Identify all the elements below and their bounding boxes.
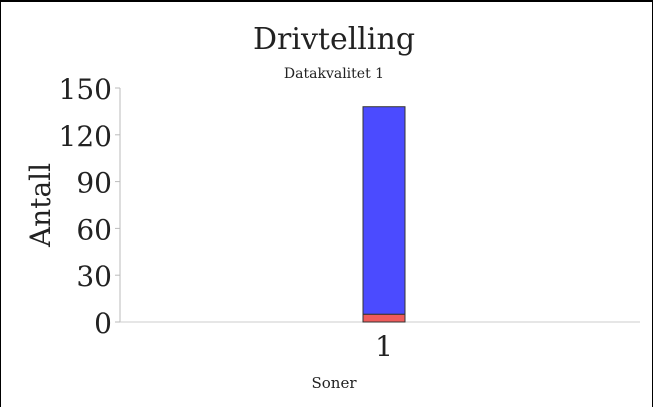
y-tick-label: 90 [76, 167, 112, 200]
x-axis: 1 [120, 321, 640, 363]
bar-segment-1 [362, 313, 406, 323]
y-tick-label: 0 [94, 307, 112, 340]
y-tick-label: 60 [76, 213, 112, 246]
bars [362, 106, 406, 323]
y-tick-label: 120 [59, 120, 112, 153]
x-tick-label: 1 [375, 330, 393, 363]
chart-subtitle: Datakvalitet 1 [284, 66, 384, 82]
y-axis-label: Antall [24, 163, 57, 248]
chart-title: Drivtelling [253, 22, 415, 57]
x-axis-label: Soner [311, 374, 357, 392]
y-tick-label: 30 [76, 260, 112, 293]
bar-segment-2 [362, 106, 406, 315]
y-axis: 0 30 60 90 120 150 [59, 73, 121, 340]
y-tick-label: 150 [59, 73, 112, 106]
